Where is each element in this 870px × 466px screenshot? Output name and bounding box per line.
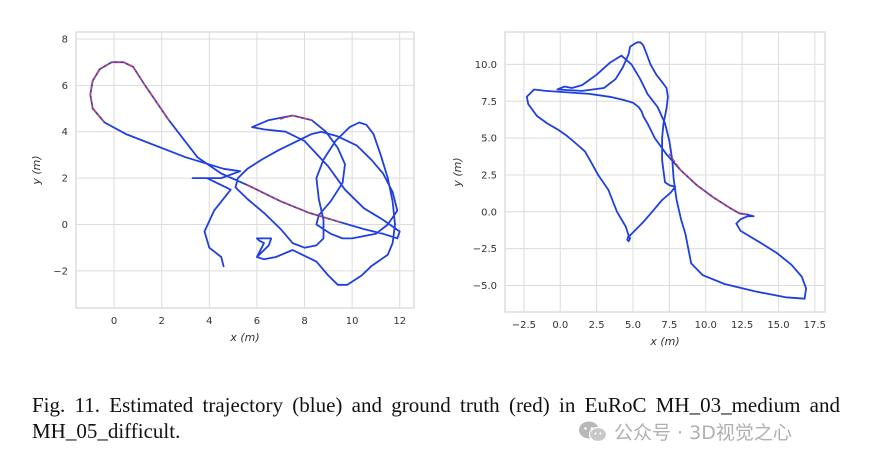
y-tick-label: 2 [62,174,68,185]
y-axis-label: y (m) [451,157,464,187]
x-tick-label: 17.5 [804,320,826,331]
trajectory-plot-left: 0 2 4 6 8 10 12 −2 0 2 4 6 8 x (m) y (m) [30,31,415,344]
ground-truth-line [89,61,170,124]
figure-caption: Fig. 11. Estimated trajectory (blue) and… [32,393,840,443]
y-tick-label: 6 [62,81,68,92]
ground-truth-line [246,184,341,223]
x-tick-label: 6 [254,316,260,327]
watermark-text: 公众号 · 3D视觉之心 [614,422,792,444]
y-tick-label: 2.5 [481,170,497,181]
x-tick-label: 12.5 [731,320,753,331]
y-tick-label: 0.0 [481,207,497,218]
y-tick-label: 10.0 [475,60,497,71]
y-tick-label: 4 [62,127,68,138]
y-tick-label: −2.5 [473,244,497,255]
x-tick-label: 15.0 [767,320,789,331]
watermark: 公众号 · 3D视觉之心 [578,418,792,445]
x-tick-label: 10.0 [695,320,717,331]
x-axis-label: x (m) [229,331,259,344]
x-axis-label: x (m) [649,335,679,348]
x-tick-label: 2.5 [589,320,605,331]
x-tick-label: 2 [159,316,165,327]
y-tick-label: 8 [62,34,68,45]
y-tick-label: 0 [62,220,68,231]
x-tick-label: 4 [206,316,212,327]
wechat-icon [579,421,608,442]
y-tick-label: 5.0 [481,134,497,145]
plot-area [504,31,826,313]
y-axis-label: y (m) [30,155,43,185]
x-tick-label: 5.0 [625,320,641,331]
ground-truth-line [668,153,749,216]
y-tick-label: −5.0 [473,281,497,292]
y-tick-label: −2 [53,266,68,277]
trajectory-plot-right: −2.5 0.0 2.5 5.0 7.5 10.0 12.5 15.0 17.5 −5.0 −2.5… [451,31,826,348]
ground-truth-line [280,114,313,121]
x-tick-label: 7.5 [661,320,677,331]
x-tick-label: 8 [301,316,307,327]
x-tick-label: 12 [393,316,406,327]
x-tick-label: 0.0 [552,320,568,331]
estimated-trajectory-line [525,41,807,300]
x-tick-label: 0 [111,316,117,327]
y-tick-label: 7.5 [481,97,497,108]
x-tick-label: 10 [346,316,359,327]
x-tick-label: −2.5 [512,320,536,331]
